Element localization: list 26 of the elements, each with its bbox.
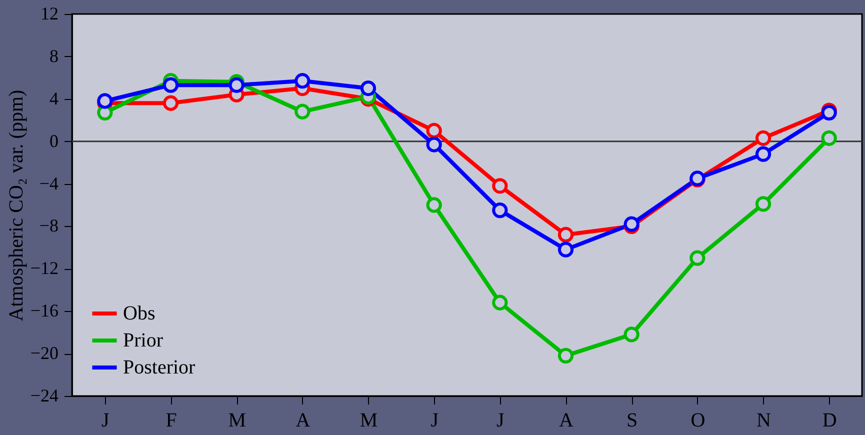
- y-tick-label: −12: [30, 258, 58, 278]
- x-tick-label: A: [559, 410, 574, 432]
- y-tick-label: −16: [30, 300, 58, 321]
- x-tick-label: A: [296, 410, 311, 432]
- x-tick-label: D: [822, 410, 837, 432]
- x-tick-label: M: [360, 410, 378, 432]
- y-tick-label: 8: [50, 46, 58, 66]
- y-tick-label: 4: [50, 88, 58, 108]
- y-tick-label: 12: [40, 4, 58, 24]
- legend-label: Obs: [123, 302, 156, 324]
- x-tick-label: S: [626, 410, 638, 432]
- y-tick-label: −20: [30, 343, 58, 364]
- x-tick-label: J: [430, 410, 439, 432]
- legend-label: Prior: [123, 330, 164, 352]
- y-tick-label: 0: [50, 130, 58, 151]
- x-tick-label: O: [690, 410, 706, 432]
- x-tick-label: J: [496, 410, 505, 432]
- x-tick-label: J: [102, 410, 110, 432]
- y-tick-label: −24: [30, 386, 58, 406]
- y-tick-label: −4: [39, 173, 58, 194]
- x-tick-label: N: [756, 410, 771, 432]
- y-tick-label: −8: [39, 216, 58, 236]
- y-axis-title: Atmospheric CO₂ var. (ppm): [5, 90, 28, 322]
- legend-label: Posterior: [123, 356, 196, 378]
- x-tick-label: M: [228, 410, 246, 432]
- x-tick-label: F: [166, 410, 177, 432]
